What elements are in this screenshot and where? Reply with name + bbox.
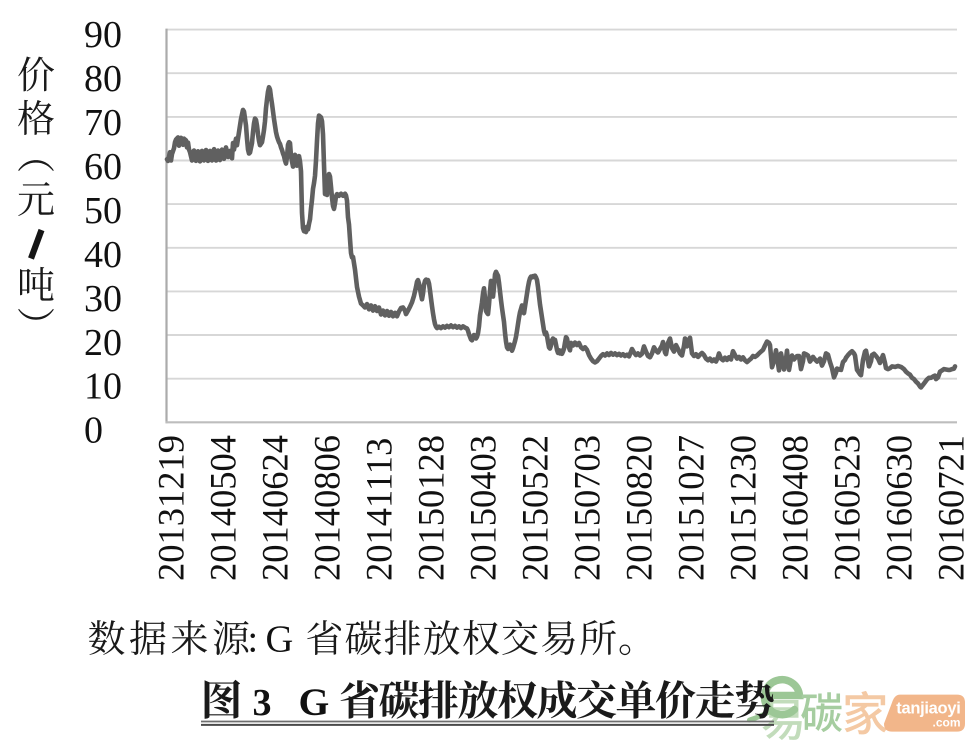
svg-text:20150128: 20150128 <box>410 435 451 581</box>
svg-text:20140806: 20140806 <box>306 435 347 581</box>
svg-text:10: 10 <box>84 366 122 408</box>
svg-text:90: 90 <box>84 14 122 56</box>
svg-text:20151027: 20151027 <box>670 435 711 581</box>
svg-text:20131219: 20131219 <box>150 435 191 581</box>
svg-text:20150703: 20150703 <box>566 435 607 581</box>
svg-text:G: G <box>266 619 294 661</box>
svg-text:20160721: 20160721 <box>930 435 970 581</box>
svg-text:20140504: 20140504 <box>202 435 243 581</box>
svg-text:20151230: 20151230 <box>722 435 763 581</box>
svg-text:20160630: 20160630 <box>878 435 919 581</box>
svg-text:50: 50 <box>84 190 122 232</box>
svg-text:.com: .com <box>932 716 960 730</box>
svg-text:3: 3 <box>253 682 272 724</box>
svg-text:80: 80 <box>84 58 122 100</box>
svg-text:60: 60 <box>84 146 122 188</box>
svg-text:tanjiaoyi: tanjiaoyi <box>896 700 960 718</box>
svg-text:20160408: 20160408 <box>774 435 815 581</box>
svg-text:30: 30 <box>84 278 122 320</box>
svg-text:20140624: 20140624 <box>254 435 295 581</box>
svg-text:40: 40 <box>84 234 122 276</box>
svg-text:0: 0 <box>84 410 103 452</box>
svg-text:20160523: 20160523 <box>826 435 867 581</box>
svg-text:G: G <box>299 680 330 724</box>
svg-text:20150522: 20150522 <box>514 435 555 581</box>
svg-text::: : <box>248 619 259 661</box>
svg-text:20141113: 20141113 <box>358 438 399 581</box>
svg-text:20: 20 <box>84 322 122 364</box>
svg-text:20150820: 20150820 <box>618 435 659 581</box>
svg-text:70: 70 <box>84 102 122 144</box>
svg-text:20150403: 20150403 <box>462 435 503 581</box>
